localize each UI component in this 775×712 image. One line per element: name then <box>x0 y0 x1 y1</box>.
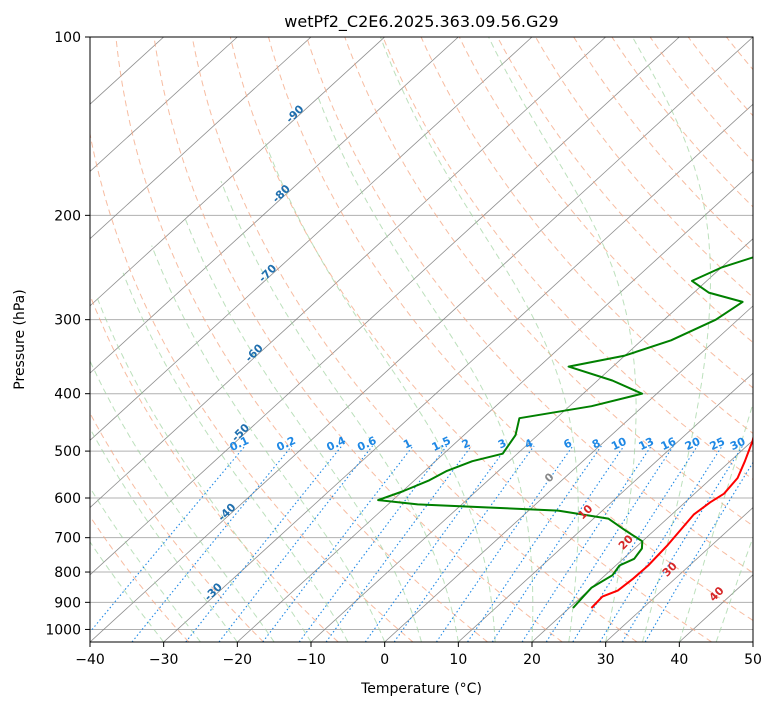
y-tick-label: 500 <box>54 444 81 460</box>
y-tick-label: 600 <box>54 491 81 507</box>
y-tick-label: 200 <box>54 208 81 224</box>
x-tick-label: 10 <box>449 652 467 668</box>
x-tick-label: 40 <box>670 652 688 668</box>
y-axis-label: Pressure (hPa) <box>12 289 28 389</box>
x-tick-label: −30 <box>149 652 179 668</box>
y-tick-label: 1000 <box>45 622 81 638</box>
x-tick-label: 20 <box>523 652 541 668</box>
x-tick-label: −40 <box>75 652 105 668</box>
chart-title: wetPf2_C2E6.2025.363.09.56.G29 <box>284 12 558 32</box>
y-tick-label: 300 <box>54 313 81 329</box>
x-tick-label: −20 <box>223 652 253 668</box>
y-tick-label: 800 <box>54 565 81 581</box>
y-tick-label: 400 <box>54 387 81 403</box>
y-tick-label: 900 <box>54 595 81 611</box>
x-axis-label: Temperature (°C) <box>360 681 482 697</box>
x-tick-label: 50 <box>744 652 762 668</box>
y-tick-label: 700 <box>54 531 81 547</box>
x-tick-label: 0 <box>380 652 389 668</box>
x-tick-label: 30 <box>597 652 615 668</box>
y-tick-label: 100 <box>54 30 81 46</box>
x-tick-label: −10 <box>296 652 326 668</box>
